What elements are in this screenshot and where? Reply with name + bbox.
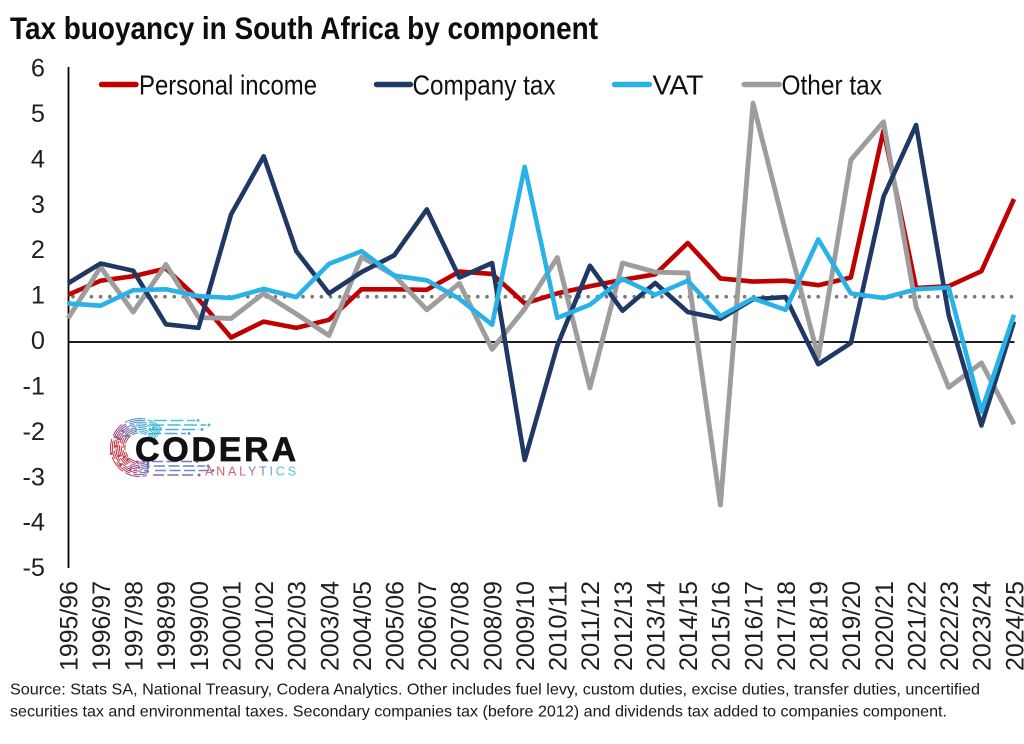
svg-text:0: 0 [31, 327, 45, 355]
svg-text:2021/22: 2021/22 [903, 581, 931, 671]
svg-text:2017/18: 2017/18 [773, 581, 801, 671]
svg-text:2009/10: 2009/10 [512, 581, 540, 671]
svg-text:-3: -3 [23, 463, 46, 491]
svg-text:2018/19: 2018/19 [806, 581, 834, 671]
svg-text:2024/25: 2024/25 [1001, 581, 1024, 671]
svg-text:2015/16: 2015/16 [708, 581, 736, 671]
svg-text:Other tax: Other tax [782, 70, 883, 101]
svg-text:1: 1 [31, 282, 45, 310]
svg-text:1998/99: 1998/99 [153, 581, 181, 671]
svg-text:2019/20: 2019/20 [838, 581, 866, 671]
svg-text:2003/04: 2003/04 [316, 581, 344, 671]
svg-text:CODERA: CODERA [135, 431, 296, 469]
svg-text:-2: -2 [23, 418, 46, 446]
svg-text:2010/11: 2010/11 [545, 581, 573, 671]
svg-text:2020/21: 2020/21 [871, 581, 899, 671]
svg-text:2011/12: 2011/12 [577, 581, 605, 671]
svg-text:6: 6 [31, 55, 45, 83]
svg-text:2004/05: 2004/05 [349, 581, 377, 671]
svg-text:2022/23: 2022/23 [936, 581, 964, 671]
svg-text:1995/96: 1995/96 [55, 581, 83, 671]
svg-text:2006/07: 2006/07 [414, 581, 442, 671]
svg-text:-5: -5 [23, 554, 46, 582]
svg-text:Personal income: Personal income [139, 70, 317, 101]
svg-text:-1: -1 [23, 373, 46, 401]
svg-text:1999/00: 1999/00 [186, 581, 214, 671]
svg-text:1996/97: 1996/97 [88, 581, 116, 671]
svg-text:2005/06: 2005/06 [382, 581, 410, 671]
svg-text:2016/17: 2016/17 [740, 581, 768, 671]
svg-text:3: 3 [31, 191, 45, 219]
svg-text:5: 5 [31, 100, 45, 128]
svg-text:2001/02: 2001/02 [251, 581, 279, 671]
svg-text:1997/98: 1997/98 [121, 581, 149, 671]
svg-text:Source: Stats SA, National Tre: Source: Stats SA, National Treasury, Cod… [10, 682, 980, 699]
svg-text:Company tax: Company tax [413, 70, 556, 101]
svg-text:2002/03: 2002/03 [284, 581, 312, 671]
svg-text:VAT: VAT [653, 70, 704, 101]
svg-text:2012/13: 2012/13 [610, 581, 638, 671]
svg-text:Tax buoyancy in South Africa b: Tax buoyancy in South Africa by componen… [10, 10, 598, 46]
svg-text:2014/15: 2014/15 [675, 581, 703, 671]
svg-text:4: 4 [31, 145, 45, 173]
svg-text:2023/24: 2023/24 [969, 581, 997, 671]
svg-text:-4: -4 [23, 509, 46, 537]
svg-text:2007/08: 2007/08 [447, 581, 475, 671]
svg-text:securities tax and environment: securities tax and environmental taxes. … [10, 704, 947, 721]
svg-text:2008/09: 2008/09 [479, 581, 507, 671]
svg-text:2013/14: 2013/14 [643, 581, 671, 671]
svg-text:2000/01: 2000/01 [218, 581, 246, 671]
svg-text:2: 2 [31, 236, 45, 264]
